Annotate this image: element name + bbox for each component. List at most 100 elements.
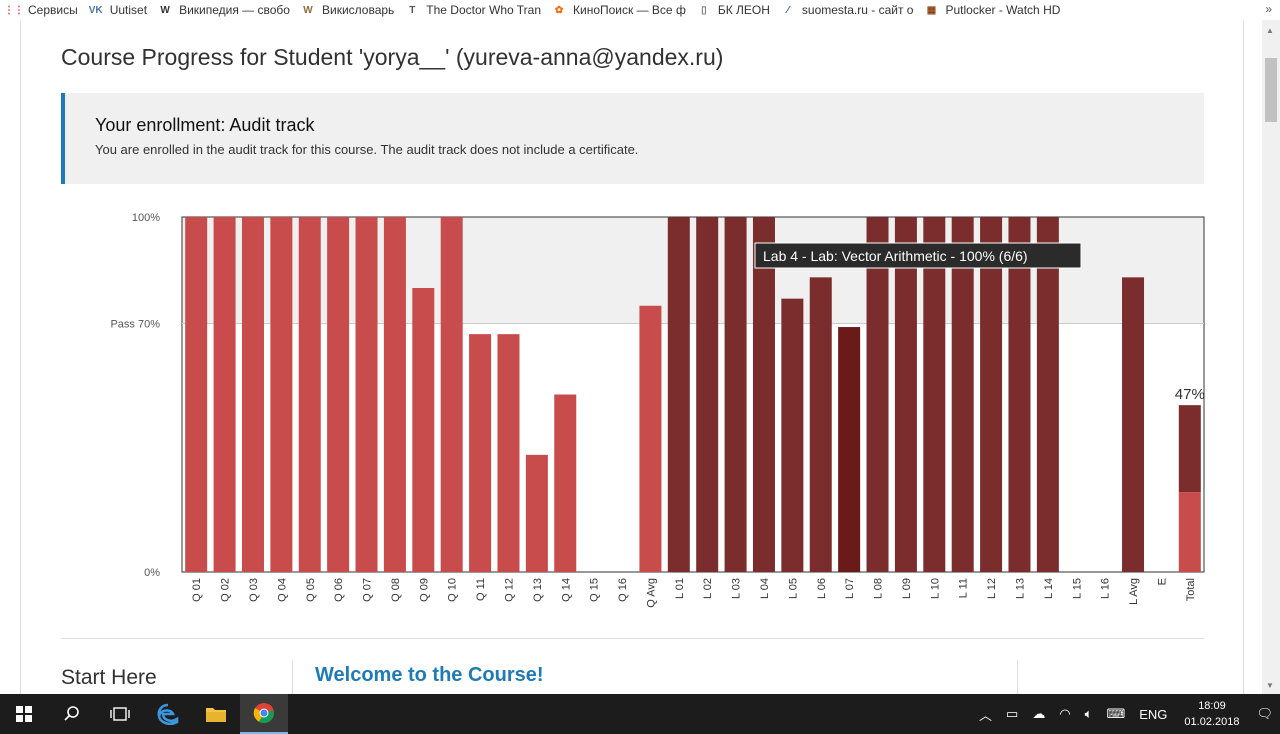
plot-frame	[181, 216, 1205, 573]
x-tick-label: L 06	[816, 578, 828, 599]
windows-icon	[16, 706, 32, 722]
bookmark-label: Википедия — свобо	[179, 3, 290, 17]
bookmark-label: Putlocker - Watch HD	[945, 3, 1061, 17]
enrollment-heading: Your enrollment: Audit track	[95, 115, 315, 135]
bar-q-07	[355, 217, 378, 572]
bar-q-avg	[639, 305, 662, 572]
x-tick-label: L Avg	[1128, 578, 1140, 605]
bar-q-12	[497, 334, 520, 572]
total-bar-lab	[1178, 405, 1201, 493]
bar-q-06	[327, 217, 350, 572]
bookmarks-bar: ⋮⋮ Сервисы VK Uutiset W Википедия — свобо W Вик…	[0, 0, 1280, 20]
page-content: Course Progress for Student 'yorya__' (y…	[0, 20, 1280, 694]
vk-icon: VK	[88, 4, 103, 16]
scroll-up-icon[interactable]: ▲	[1266, 26, 1274, 35]
chrome-button[interactable]	[240, 694, 288, 734]
wifi-icon[interactable]: ◠	[1059, 706, 1071, 721]
y-tick-label: 0%	[144, 567, 160, 579]
x-tick-label: L 13	[1014, 578, 1026, 599]
x-tick-label: L 12	[986, 578, 998, 599]
x-tick-label: L 05	[787, 578, 799, 599]
keyboard-icon[interactable]: ⌨︎	[1106, 706, 1126, 721]
welcome-link[interactable]: Welcome to the Course!	[315, 664, 544, 686]
search-button[interactable]	[48, 694, 96, 734]
vertical-scrollbar[interactable]: ▲ ▼	[1262, 20, 1280, 694]
bookmark-label: suomesta.ru - сайт о	[801, 3, 914, 17]
x-tick-label: L 14	[1043, 578, 1055, 599]
total-bar-quiz	[1178, 492, 1201, 572]
chevron-up-icon[interactable]: ︿	[979, 707, 993, 723]
film-icon: ▦	[926, 4, 937, 16]
task-view-button[interactable]	[96, 694, 144, 734]
x-tick-label: Q 04	[276, 578, 288, 602]
x-tick-label: L 15	[1071, 578, 1083, 599]
y-tick-label: 100%	[132, 212, 160, 224]
bookmark-item[interactable]: W Викисловарь	[294, 0, 398, 20]
x-tick-label: Q 13	[532, 578, 544, 602]
bar-l-13	[1008, 217, 1031, 572]
x-tick-label: Q 11	[475, 578, 487, 601]
bookmark-item[interactable]: T The Doctor Who Tran	[398, 0, 545, 20]
scroll-thumb[interactable]	[1265, 58, 1277, 122]
bar-l-12	[980, 217, 1003, 572]
x-tick-label: Q 03	[248, 578, 260, 602]
bookmark-item[interactable]: ▯ БК ЛЕОН	[690, 0, 774, 20]
y-tick-label: Pass 70%	[110, 319, 160, 331]
x-tick-label: Q 12	[503, 578, 515, 602]
bookmark-item[interactable]: ⋮⋮ Сервисы	[0, 0, 82, 20]
chart-tooltip	[754, 242, 1082, 269]
x-tick-label: Q 10	[447, 578, 459, 602]
edge-icon	[157, 703, 179, 725]
bookmark-label: Викисловарь	[321, 3, 395, 17]
x-tick-label: Q 14	[560, 578, 572, 602]
x-tick-label: L 16	[1100, 578, 1112, 599]
volume-icon[interactable]: 🔈︎	[1084, 706, 1093, 721]
battery-icon[interactable]: ▭	[1006, 706, 1019, 721]
bookmark-item[interactable]: VK Uutiset	[82, 0, 151, 20]
frame-left-border	[20, 20, 21, 694]
x-tick-label: L 07	[844, 578, 856, 599]
search-icon	[64, 706, 79, 721]
edge-button[interactable]	[144, 694, 192, 734]
chart-tooltip-text: Lab 4 - Lab: Vector Arithmetic - 100% (6…	[763, 248, 1028, 264]
onedrive-icon[interactable]: ☁	[1032, 706, 1046, 721]
notifications-icon[interactable]: 🗨︎	[1256, 706, 1273, 721]
section-divider	[61, 638, 1204, 639]
bar-q-01	[185, 217, 208, 572]
scroll-down-icon[interactable]: ▼	[1266, 681, 1274, 690]
doctor-who-icon: T	[409, 4, 416, 16]
bookmark-item[interactable]: ▦ Putlocker - Watch HD	[917, 0, 1064, 20]
bar-l-08	[866, 217, 889, 572]
bookmark-label: Uutiset	[109, 3, 148, 17]
bookmark-label: Сервисы	[28, 3, 78, 17]
bookmark-item[interactable]: W Википедия — свобо	[151, 0, 294, 20]
clock[interactable]: 18:09 01.02.2018	[1184, 700, 1240, 728]
x-tick-label: L 11	[958, 578, 970, 598]
file-explorer-button[interactable]	[192, 694, 240, 734]
bar-q-09	[412, 288, 435, 572]
x-tick-label: L 02	[702, 578, 714, 599]
x-tick-label: Q 01	[191, 578, 203, 602]
language-indicator[interactable]: ENG	[1139, 706, 1168, 722]
x-tick-label: L 01	[674, 578, 686, 599]
x-tick-label: Q 09	[418, 578, 430, 602]
column-divider	[292, 660, 293, 694]
enrollment-banner: Your enrollment: Audit track You are enr…	[61, 93, 1204, 184]
bookmark-item[interactable]: ✿ КиноПоиск — Все ф	[545, 0, 690, 20]
bar-l-06	[809, 277, 832, 572]
bar-l-05	[781, 298, 804, 572]
document-icon: ▯	[701, 4, 707, 16]
taskbar: ︿ ▭ ☁ ◠ 🔈︎ ⌨︎ ENG 18:09 01.02.2018 🗨︎	[0, 694, 1280, 734]
start-button[interactable]	[0, 694, 48, 734]
column-divider-right	[1017, 660, 1018, 694]
bookmark-item[interactable]: ⁄ suomesta.ru - сайт о	[774, 0, 918, 20]
x-tick-label: Q 05	[305, 578, 317, 602]
bar-l-07	[838, 327, 861, 572]
bar-q-03	[241, 217, 264, 572]
more-bookmarks-icon[interactable]: »	[1265, 2, 1272, 16]
progress-chart: 100% Pass 70% 0% Q 01 Q 02 Q 03 Q 04 Q 05 Q 06 Q …	[110, 212, 1205, 608]
bar-l-11	[951, 217, 974, 572]
x-tick-label: Q 15	[589, 578, 601, 602]
bar-l-01	[667, 217, 690, 572]
x-tick-label: Q 16	[617, 578, 629, 602]
